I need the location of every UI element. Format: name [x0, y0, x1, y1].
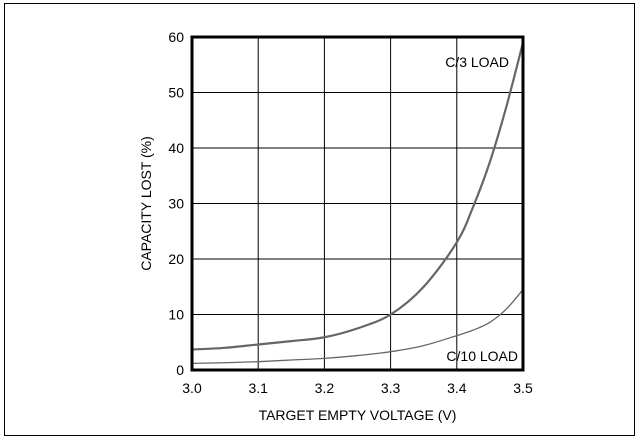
y-tick-label: 30: [168, 196, 184, 212]
series-line-0: [191, 42, 525, 351]
plot-area-border: [190, 35, 525, 372]
y-tick-label: 40: [168, 140, 184, 156]
x-tick-label: 3.2: [315, 380, 335, 396]
x-tick-labels: 3.0 3.1 3.2 3.3 3.4 3.5: [182, 380, 533, 396]
y-tick-label: 60: [168, 29, 184, 45]
series-label-c3-load: C/3 LOAD: [445, 54, 509, 70]
y-tick-label: 0: [176, 362, 184, 378]
y-axis-label: CAPACITY LOST (%): [138, 136, 154, 271]
chart-frame: [4, 3, 635, 436]
y-tick-label: 10: [168, 307, 184, 323]
x-axis-label: TARGET EMPTY VOLTAGE (V): [259, 407, 457, 423]
x-tick-label: 3.4: [447, 380, 467, 396]
x-tick-label: 3.1: [248, 380, 268, 396]
x-tick-label: 3.5: [513, 380, 533, 396]
series-curves: [191, 42, 525, 364]
series-line-1: [191, 289, 524, 364]
series-label-c10-load: C/10 LOAD: [446, 348, 518, 364]
x-tick-label: 3.0: [182, 380, 202, 396]
y-tick-label: 20: [168, 251, 184, 267]
x-tick-label: 3.3: [381, 380, 401, 396]
y-tick-label: 50: [168, 85, 184, 101]
y-tick-labels: 0 10 20 30 40 50 60: [168, 29, 184, 378]
